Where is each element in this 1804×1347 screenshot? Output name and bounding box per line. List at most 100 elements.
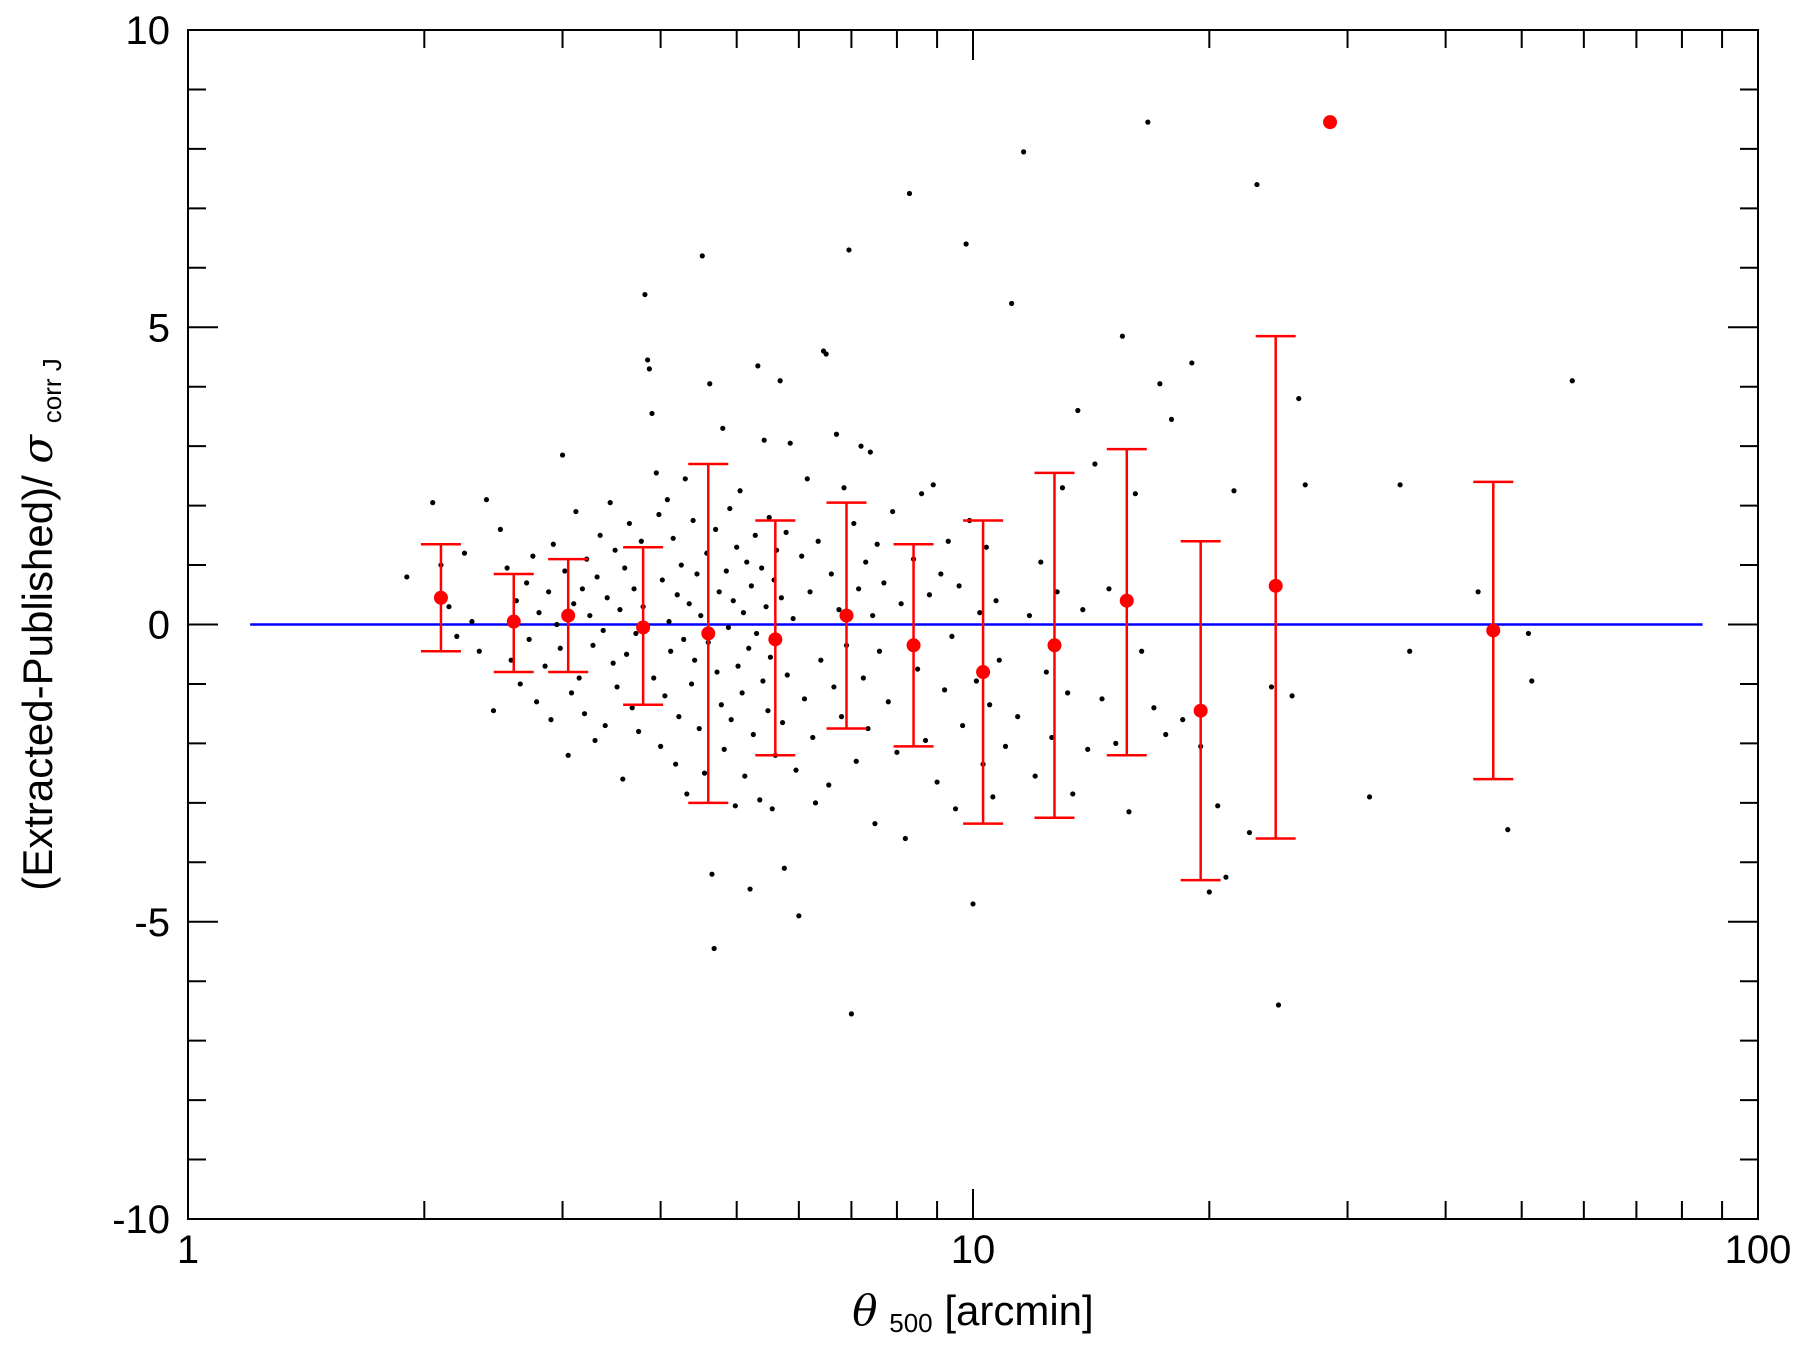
scatter-point [714, 669, 720, 675]
scatter-point [753, 630, 760, 637]
scatter-point [730, 598, 736, 604]
scatter-point [709, 871, 715, 877]
scatter-point [740, 610, 747, 616]
scatter-point [673, 761, 679, 767]
scatter-point [858, 443, 864, 449]
scatter-point [755, 363, 761, 369]
scatter-point [742, 773, 748, 779]
scatter-point [497, 526, 503, 532]
scatter-point [918, 491, 925, 497]
scatter-point [623, 651, 630, 657]
scatter-point [1529, 678, 1535, 684]
scatter-point [690, 517, 696, 524]
scatter-point [590, 642, 596, 648]
y-tick-label: 0 [148, 604, 170, 648]
scatter-point [727, 505, 733, 512]
scatter-point [956, 583, 962, 589]
scatter-point [744, 559, 750, 565]
scatter-point [526, 636, 532, 642]
scatter-point [670, 535, 676, 541]
scatter-point [836, 607, 842, 613]
scatter-point [977, 610, 983, 616]
scatter-point [746, 645, 752, 651]
scatter-point [1163, 731, 1169, 738]
scatter-point [1505, 827, 1511, 833]
scatter-point [1246, 829, 1253, 836]
scatter-point [692, 657, 698, 663]
plot-frame [187, 29, 1759, 1220]
y-tick-label: -10 [112, 1198, 170, 1242]
scatter-point [668, 648, 674, 654]
binned-mean-point [561, 608, 576, 623]
scatter-point [597, 532, 603, 538]
scatter-point [1275, 1002, 1282, 1008]
scatter-point [469, 618, 475, 625]
scatter-point [793, 767, 799, 773]
scatter-point [686, 601, 692, 607]
scatter-point [1075, 407, 1081, 414]
scatter-point [559, 452, 566, 458]
scatter-point [960, 722, 966, 729]
y-tick-label: 5 [148, 306, 170, 350]
scatter-point [1206, 889, 1212, 895]
binned-mean-point [839, 608, 854, 623]
scatter-point [938, 571, 944, 577]
scatter-point [430, 500, 436, 506]
scatter-point [1049, 734, 1055, 741]
scatter-point [1475, 589, 1481, 595]
scatter-point [712, 526, 719, 532]
scatter-point [404, 574, 410, 580]
scatter-point [926, 592, 933, 598]
scatter-point [1113, 740, 1119, 747]
scatter-point [1189, 360, 1195, 366]
scatter-point [573, 508, 579, 515]
scatter-point [735, 663, 741, 669]
scatter-point [1032, 773, 1038, 779]
scatter-point [694, 571, 700, 577]
y-tick-label: -5 [134, 901, 170, 945]
scatter-point [461, 550, 468, 556]
scatter-point [1139, 648, 1145, 654]
scatter-point [1231, 488, 1237, 494]
scatter-point [1254, 181, 1260, 188]
scatter-point [633, 630, 639, 637]
scatter-point [767, 654, 774, 660]
scatter-point [870, 612, 876, 619]
scatter-point [1009, 300, 1015, 307]
scatter-point [860, 675, 866, 681]
scatter-point [592, 737, 598, 744]
scatter-point [562, 568, 568, 574]
scatter-point [815, 538, 821, 544]
scatter-point [678, 562, 684, 568]
scatter-point [565, 752, 571, 758]
scatter-point [1223, 874, 1229, 880]
scatter-point [716, 589, 722, 595]
scatter-point [734, 544, 740, 550]
scatter-point [779, 719, 786, 726]
scatter-point [699, 253, 705, 259]
scatter-point [581, 711, 588, 717]
scatter-point [841, 485, 847, 491]
scatter-point [804, 476, 810, 482]
scatter-point [1180, 717, 1186, 723]
scatter-point [761, 437, 767, 443]
scatter-point [638, 538, 644, 544]
scatter-point [607, 500, 613, 506]
scatter-point [1070, 791, 1076, 797]
scatter-point [922, 737, 929, 744]
scatter-point [594, 574, 600, 580]
scatter-point [990, 794, 996, 800]
y-axis-label-symbol: σ [13, 434, 62, 464]
scatter-point [554, 621, 560, 628]
binned-mean-point [906, 638, 921, 653]
scatter-point [1020, 149, 1027, 155]
scatter-point [646, 366, 652, 372]
scatter-point [579, 586, 586, 592]
binned-mean-point [506, 614, 521, 629]
scatter-point [688, 681, 695, 687]
scatter-point [833, 431, 840, 437]
binned-mean-point [701, 626, 716, 641]
scatter-point [848, 1011, 855, 1017]
scatter-point [517, 681, 523, 687]
scatter-point [1289, 693, 1295, 699]
